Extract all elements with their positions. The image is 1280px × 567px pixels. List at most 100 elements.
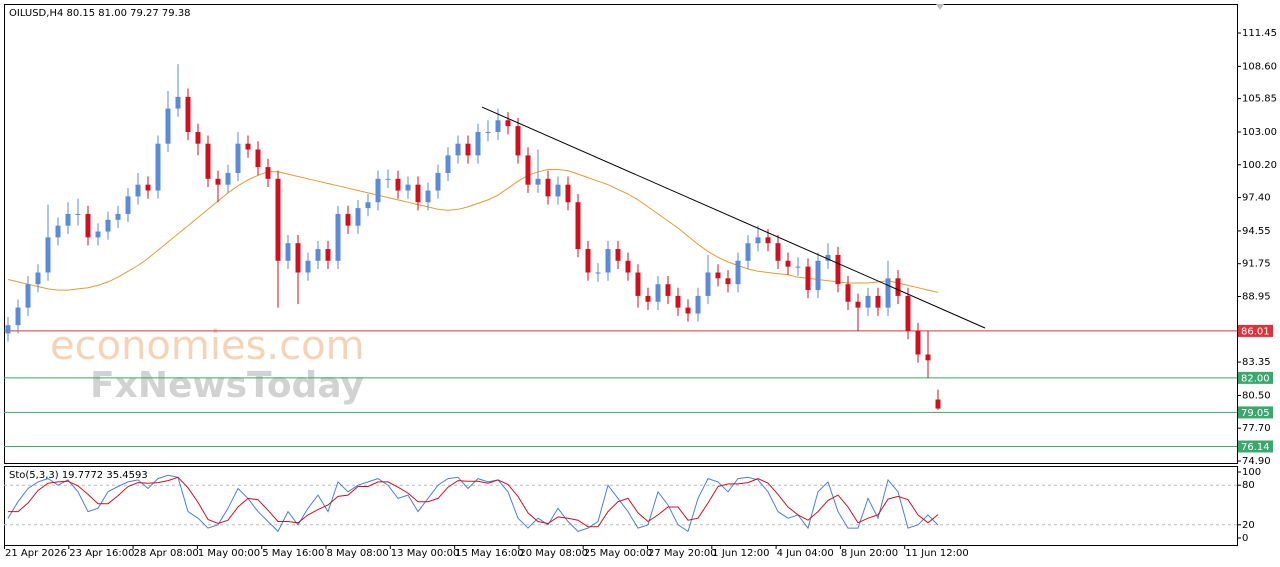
y-tick-label: 80	[1242, 480, 1255, 491]
chart-title: OILUSD,H4 80.15 81.00 79.27 79.38	[9, 8, 191, 19]
candle-body	[35, 272, 41, 285]
y-tick-label: 100	[1242, 467, 1261, 478]
watermark: FxNewsToday	[90, 365, 364, 406]
x-tick-label: 21 Apr 2026	[5, 548, 67, 559]
y-tick-label: 0	[1242, 533, 1248, 544]
level-label-box	[1238, 406, 1273, 419]
candle-body	[315, 249, 321, 261]
candle-body	[785, 260, 791, 267]
candle-body	[165, 108, 171, 144]
candle-body	[455, 143, 461, 156]
candle-body	[55, 225, 61, 238]
candle-body	[405, 184, 411, 191]
x-tick-label: 1 May 00:00	[198, 548, 260, 559]
y-tick-label: 77.70	[1242, 423, 1271, 434]
candle-body	[385, 178, 391, 180]
candle-body	[415, 184, 421, 203]
candle-body	[185, 96, 191, 132]
candle-body	[535, 178, 541, 185]
y-tick-label: 100.20	[1242, 160, 1277, 171]
candle-body	[245, 143, 251, 150]
candle-body	[5, 325, 11, 334]
trendline	[481, 106, 986, 329]
candle-body	[75, 213, 81, 215]
y-tick-label: 105.85	[1242, 94, 1277, 105]
y-tick-label: 91.75	[1242, 259, 1271, 270]
candle-body	[575, 202, 581, 250]
candle-body	[495, 120, 501, 132]
candle-body	[565, 184, 571, 203]
candle-body	[795, 266, 801, 268]
candle-body	[135, 184, 141, 197]
candle-body	[725, 278, 731, 285]
moving-average	[7, 169, 939, 293]
candle-body	[175, 96, 181, 109]
candle-body	[115, 213, 121, 220]
candle-body	[895, 278, 901, 296]
candle-body	[335, 213, 341, 261]
candle-body	[685, 307, 691, 314]
candle-body	[645, 295, 651, 302]
level-label-box	[1238, 371, 1273, 384]
candle-body	[505, 120, 511, 127]
candle-body	[525, 155, 531, 185]
candle-body	[85, 213, 91, 238]
candle-body	[305, 260, 311, 273]
stochastic-main	[7, 474, 939, 533]
x-tick-label: 15 May 16:00	[455, 548, 524, 559]
x-tick-label: 8 Jun 20:00	[841, 548, 898, 559]
candle-body	[205, 143, 211, 179]
candle-body	[215, 178, 221, 185]
x-tick-label: 1 Jun 12:00	[712, 548, 769, 559]
candle-body	[225, 172, 231, 185]
candle-body	[915, 331, 921, 355]
candle-body	[355, 208, 361, 226]
shift-marker	[936, 4, 944, 10]
candle-body	[105, 219, 111, 232]
candle-body	[145, 184, 151, 191]
candle-body	[515, 126, 521, 156]
candle-body	[365, 202, 371, 209]
candle-body	[265, 167, 271, 179]
level-label: 86.01	[1241, 326, 1270, 337]
y-tick-label: 97.40	[1242, 193, 1271, 204]
stochastic-panel	[4, 466, 1238, 546]
stochastic-signal	[8, 476, 939, 528]
level-label-box	[1238, 440, 1273, 453]
candle-body	[695, 295, 701, 314]
y-tick-label: 108.60	[1242, 61, 1277, 72]
candle-body	[665, 284, 671, 296]
candle-body	[735, 260, 741, 285]
y-tick-label: 80.50	[1242, 390, 1271, 401]
candle-body	[345, 213, 351, 226]
candle-body	[325, 249, 331, 261]
x-tick-label: 25 May 00:00	[584, 548, 653, 559]
candle-body	[25, 284, 31, 308]
candle-body	[425, 190, 431, 203]
candle-body	[125, 196, 131, 214]
level-label-box	[1238, 324, 1273, 337]
candle-body	[755, 237, 761, 244]
candle-body	[765, 237, 771, 244]
candle-body	[625, 260, 631, 273]
watermark: economies.com	[50, 323, 365, 369]
candle-body	[65, 213, 71, 226]
x-tick-label: 5 May 16:00	[262, 548, 324, 559]
x-tick-label: 8 May 08:00	[327, 548, 389, 559]
candle-body	[845, 284, 851, 302]
candle-body	[375, 178, 381, 203]
candle-body	[585, 249, 591, 273]
candle-body	[15, 307, 21, 326]
x-tick-label: 28 Apr 08:00	[134, 548, 199, 559]
candle-body	[615, 249, 621, 261]
x-tick-label: 4 Jun 04:00	[777, 548, 834, 559]
x-tick-label: 23 Apr 16:00	[69, 548, 134, 559]
x-tick-label: 20 May 08:00	[519, 548, 588, 559]
candle-body	[655, 284, 661, 302]
y-tick-label: 20	[1242, 520, 1255, 531]
candle-body	[855, 301, 861, 308]
candle-body	[815, 260, 821, 291]
candle-body	[255, 149, 261, 168]
candle-body	[235, 143, 241, 173]
